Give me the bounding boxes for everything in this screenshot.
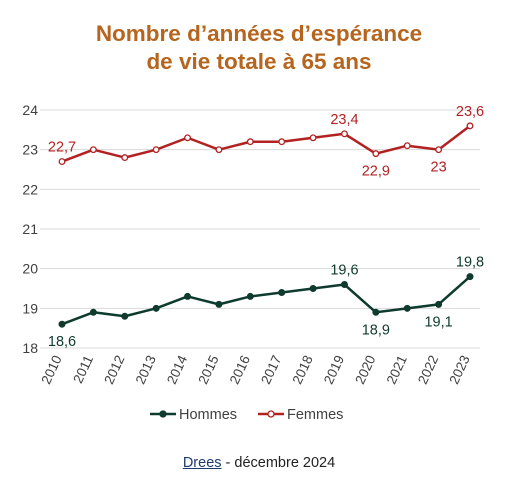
data-point-femmes <box>278 138 286 146</box>
data-point-hommes <box>152 304 160 312</box>
chart-title-line-1: Nombre d’années d’espérance <box>95 21 423 46</box>
data-label-femmes: 23,4 <box>330 112 358 128</box>
data-point-hommes <box>58 320 66 328</box>
data-label-femmes: 23,6 <box>456 104 484 120</box>
data-point-hommes <box>403 304 411 312</box>
data-point-femmes <box>152 146 160 154</box>
data-label-hommes: 19,6 <box>330 263 358 279</box>
data-label-femmes: 22,9 <box>362 164 390 180</box>
source-link[interactable]: Drees <box>182 455 222 471</box>
data-point-hommes <box>372 308 380 316</box>
data-label-femmes: 23 <box>431 160 447 176</box>
legend-marker-hommes <box>159 410 167 418</box>
x-tick-label: 2012 <box>101 353 127 387</box>
y-tick-label: 19 <box>22 300 38 316</box>
data-point-hommes <box>184 292 192 300</box>
data-point-femmes <box>466 122 474 130</box>
x-tick-label: 2023 <box>446 353 472 387</box>
y-tick-label: 20 <box>22 261 38 277</box>
legend-marker-femmes <box>267 410 275 418</box>
data-point-hommes <box>278 288 286 296</box>
legend-label-hommes: Hommes <box>179 407 237 423</box>
data-point-femmes <box>89 146 97 154</box>
y-tick-label: 24 <box>22 102 38 118</box>
data-point-femmes <box>121 154 129 162</box>
x-tick-label: 2022 <box>415 353 441 387</box>
source-date: - décembre 2024 <box>221 455 336 471</box>
x-tick-label: 2015 <box>195 353 221 387</box>
y-tick-label: 23 <box>22 142 38 158</box>
x-tick-label: 2017 <box>258 353 284 387</box>
y-tick-label: 21 <box>22 221 38 237</box>
y-tick-label: 22 <box>22 181 38 197</box>
data-point-hommes <box>309 285 317 292</box>
x-tick-label: 2010 <box>38 353 64 387</box>
data-point-femmes <box>309 134 317 142</box>
data-point-femmes <box>215 146 223 154</box>
legend-label-femmes: Femmes <box>287 407 343 423</box>
y-tick-label: 18 <box>22 340 38 356</box>
data-label-femmes: 22,7 <box>48 140 76 156</box>
data-label-hommes: 18,6 <box>48 334 76 350</box>
data-point-hommes <box>215 300 223 308</box>
x-tick-label: 2013 <box>133 353 159 387</box>
data-point-femmes <box>341 130 348 138</box>
data-point-femmes <box>58 158 66 166</box>
x-tick-label: 2020 <box>352 353 378 387</box>
data-point-femmes <box>184 134 191 142</box>
series-line-femmes <box>61 124 471 163</box>
x-tick-label: 2014 <box>164 352 190 386</box>
data-point-femmes <box>246 138 254 146</box>
data-point-hommes <box>89 308 97 316</box>
x-tick-label: 2016 <box>227 353 253 387</box>
x-tick-label: 2018 <box>290 353 316 387</box>
source-note: Drees - décembre 2024 <box>0 455 518 471</box>
chart-title-line-2: de vie totale à 65 ans <box>146 49 372 74</box>
data-point-femmes <box>403 142 411 150</box>
data-point-femmes <box>372 150 380 158</box>
x-tick-label: 2019 <box>321 353 347 387</box>
x-tick-label: 2021 <box>384 353 410 387</box>
series-line-hommes <box>61 275 471 326</box>
chart-title: Nombre d’années d’espérance de vie total… <box>0 20 518 76</box>
data-label-hommes: 19,1 <box>424 314 452 330</box>
data-point-hommes <box>246 292 254 300</box>
data-point-hommes <box>435 300 443 308</box>
data-point-hommes <box>466 273 474 281</box>
data-point-hommes <box>340 281 348 289</box>
x-tick-label: 2011 <box>70 353 96 386</box>
data-label-hommes: 19,8 <box>456 255 484 271</box>
data-label-hommes: 18,9 <box>362 322 390 338</box>
data-point-hommes <box>121 312 129 320</box>
data-point-femmes <box>435 146 443 154</box>
